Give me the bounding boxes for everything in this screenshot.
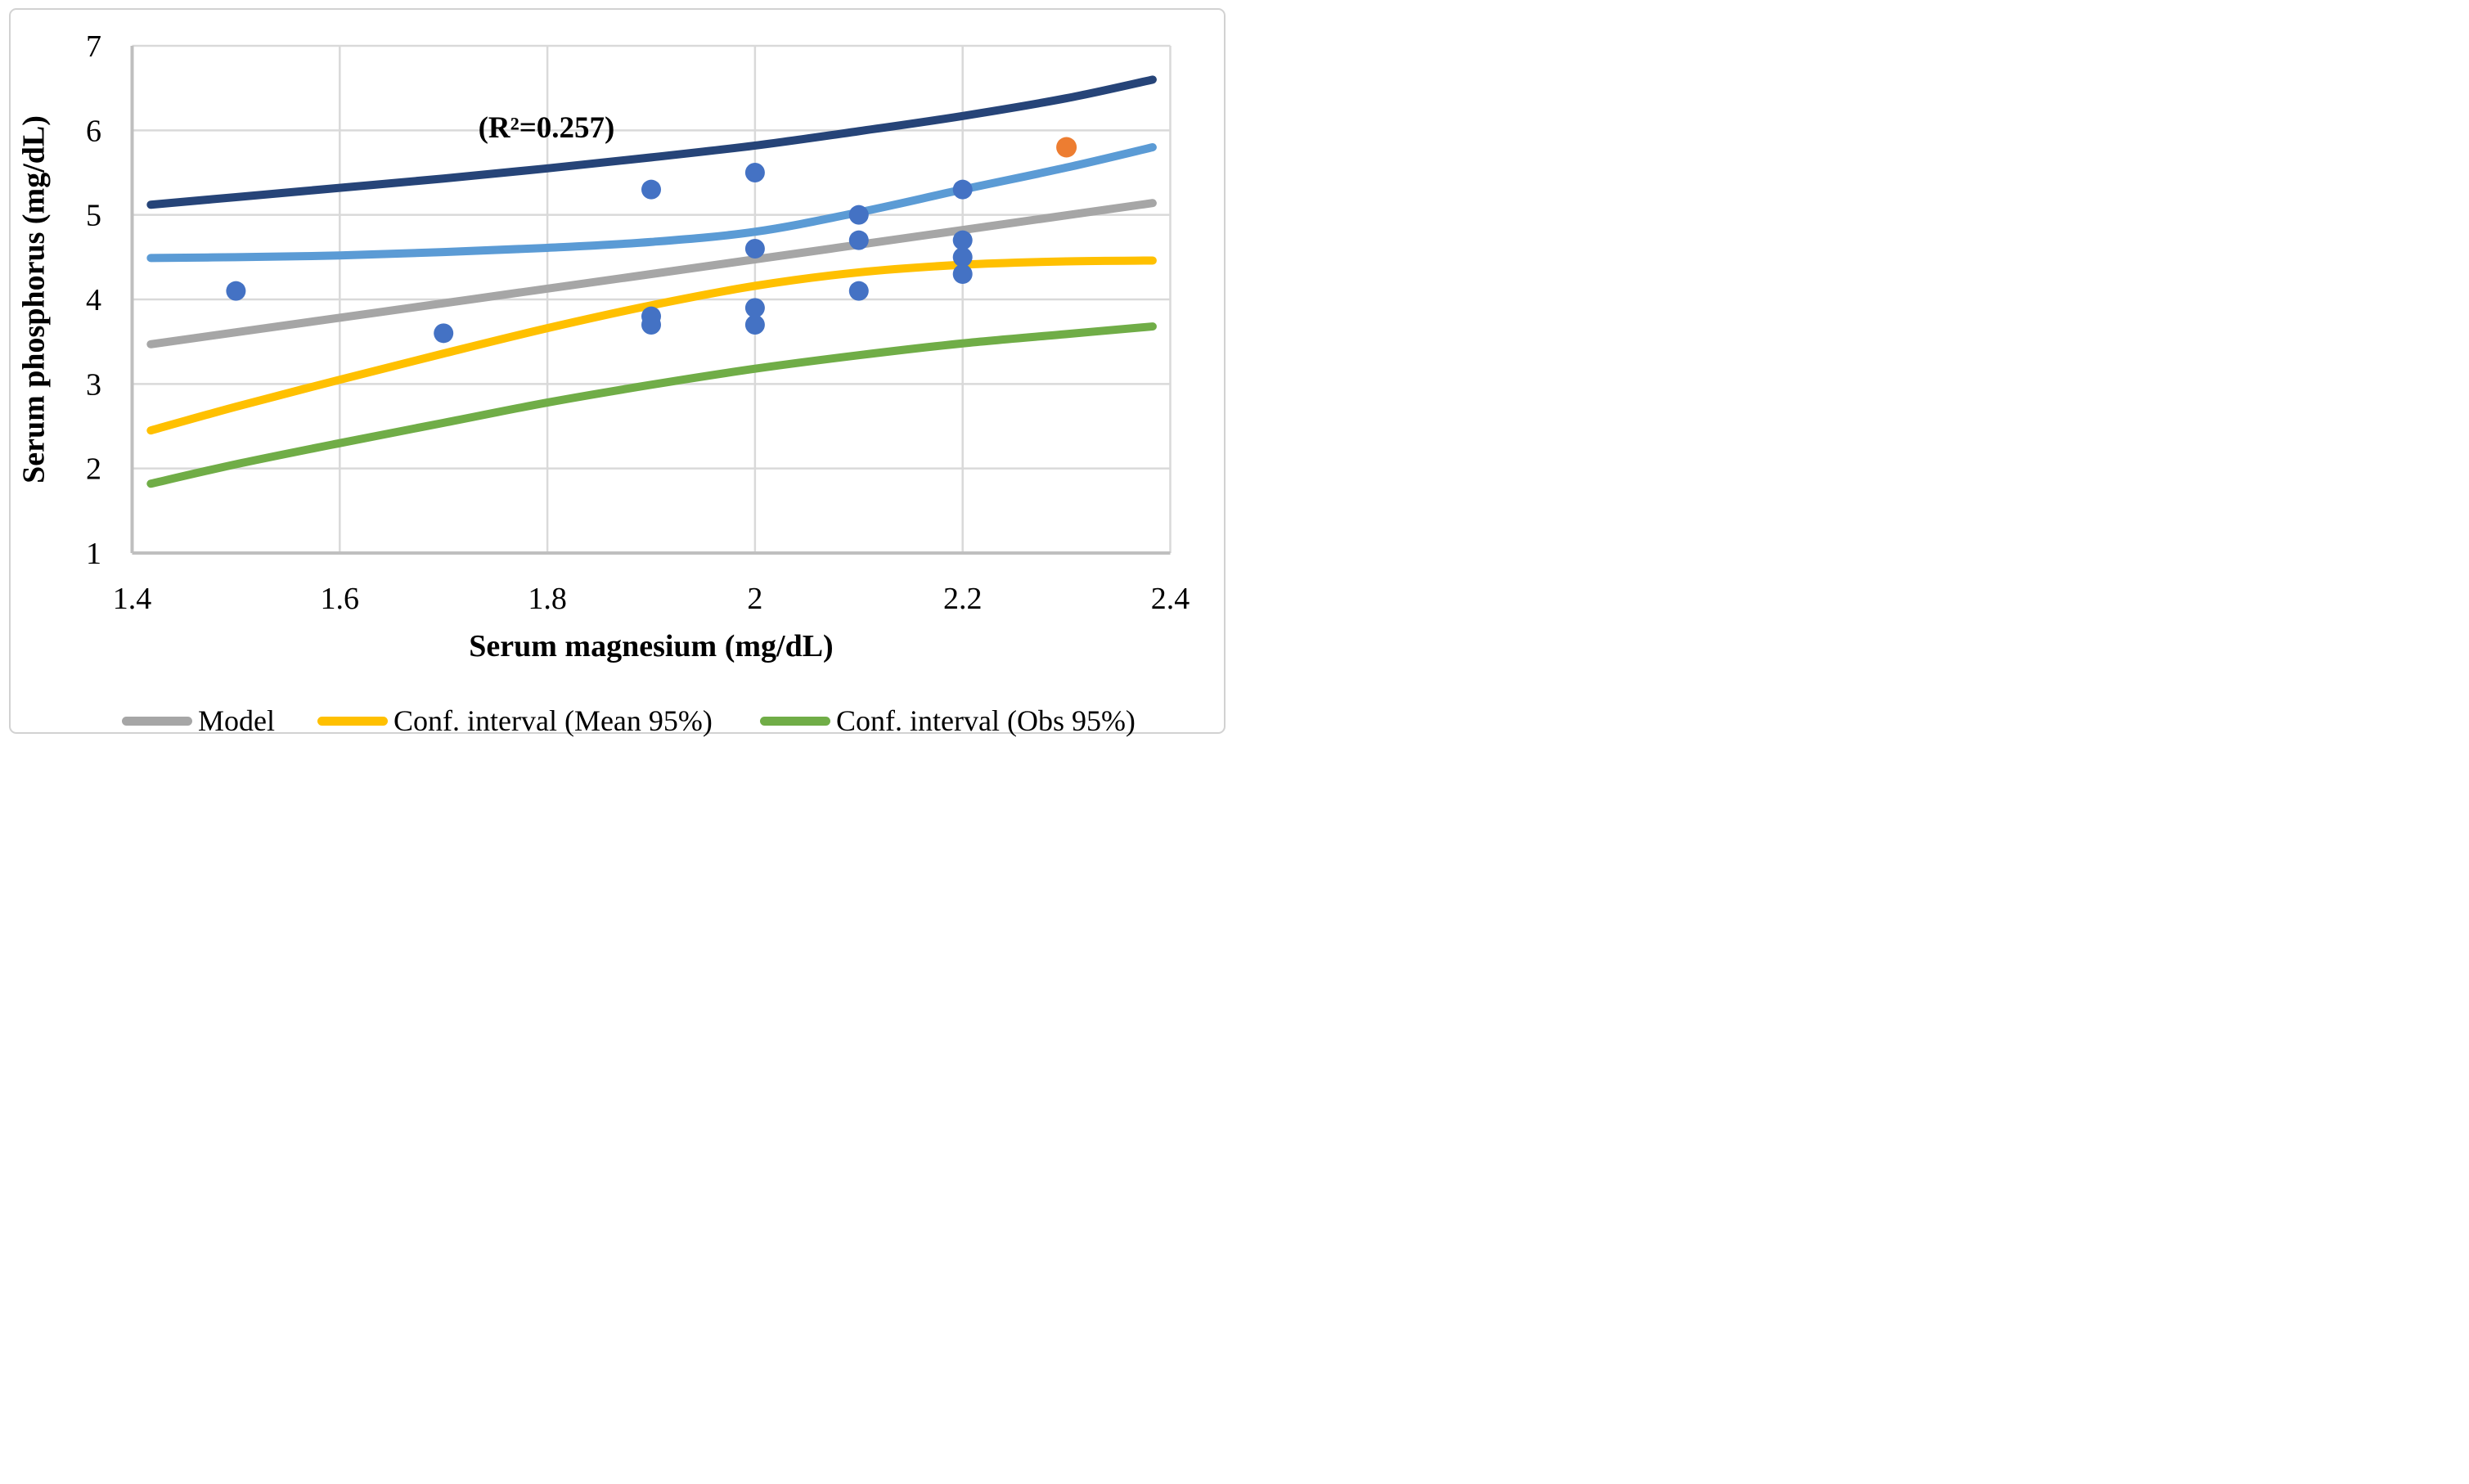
highlight-point [1056, 137, 1077, 158]
scatter-point [434, 323, 454, 344]
x-axis-title: Serum magnesium (mg/dL) [469, 629, 833, 663]
conf-obs-line-swatch [760, 716, 830, 726]
figure: 1 2 3 4 5 6 7 1.4 1.6 1.8 2 2.2 2.4 Serum magnesium (… [0, 0, 1234, 742]
legend-label-conf-obs: Conf. interval (Obs 95%) [836, 704, 1136, 737]
legend-label-conf-mean: Conf. interval (Mean 95%) [394, 704, 713, 737]
y-tick-label: 1 [86, 537, 101, 571]
legend-item-model: Model [122, 702, 275, 740]
conf-interval-obs-95-upper-line [146, 75, 1157, 209]
model-line [146, 199, 1157, 349]
x-tick-label: 2.2 [943, 582, 983, 616]
scatter-point [848, 230, 869, 250]
scatter-point [952, 264, 973, 284]
y-tick-label: 2 [86, 452, 101, 487]
x-tick-label: 2.4 [1151, 582, 1190, 616]
scatter-point [641, 315, 661, 335]
y-tick-label: 5 [86, 199, 101, 233]
y-tick-label: 6 [86, 114, 101, 148]
legend-item-conf-mean: Conf. interval (Mean 95%) [317, 702, 713, 740]
scatter-point [226, 281, 246, 301]
conf-mean-line-swatch [317, 716, 388, 726]
legend-label-model: Model [198, 704, 275, 737]
x-tick-label: 1.8 [528, 582, 567, 616]
scatter-point [744, 315, 765, 335]
scatter-point [952, 179, 973, 200]
x-tick-label: 1.4 [113, 582, 152, 616]
r-squared-annotation: (R²=0.257) [479, 111, 615, 145]
legend: Model Conf. interval (Mean 95%) Conf. in… [0, 702, 1234, 740]
scatter-point [744, 239, 765, 259]
y-tick-label: 3 [86, 367, 101, 402]
y-axis-title: Serum phosphorus (mg/dL) [16, 115, 51, 483]
scatter-point [744, 298, 765, 318]
x-tick-label: 2 [747, 582, 762, 616]
scatter-point [848, 205, 869, 225]
model-line-swatch [122, 716, 192, 726]
y-tick-label: 7 [86, 29, 101, 64]
y-tick-label: 4 [86, 283, 101, 317]
scatter-point [952, 247, 973, 268]
scatter-point [744, 163, 765, 182]
scatter-point [641, 179, 661, 200]
x-tick-label: 1.6 [321, 582, 360, 616]
scatter-point [952, 230, 973, 250]
conf-interval-obs-95-lower-line [146, 322, 1157, 488]
conf-interval-mean-95-upper-line [146, 143, 1157, 263]
legend-item-conf-obs: Conf. interval (Obs 95%) [760, 702, 1136, 740]
scatter-point [848, 281, 869, 301]
chart-canvas: 1 2 3 4 5 6 7 1.4 1.6 1.8 2 2.2 2.4 Serum magnesium (… [9, 8, 1226, 734]
figure-border [9, 8, 1226, 734]
conf-interval-mean-95-lower-line [146, 256, 1157, 435]
